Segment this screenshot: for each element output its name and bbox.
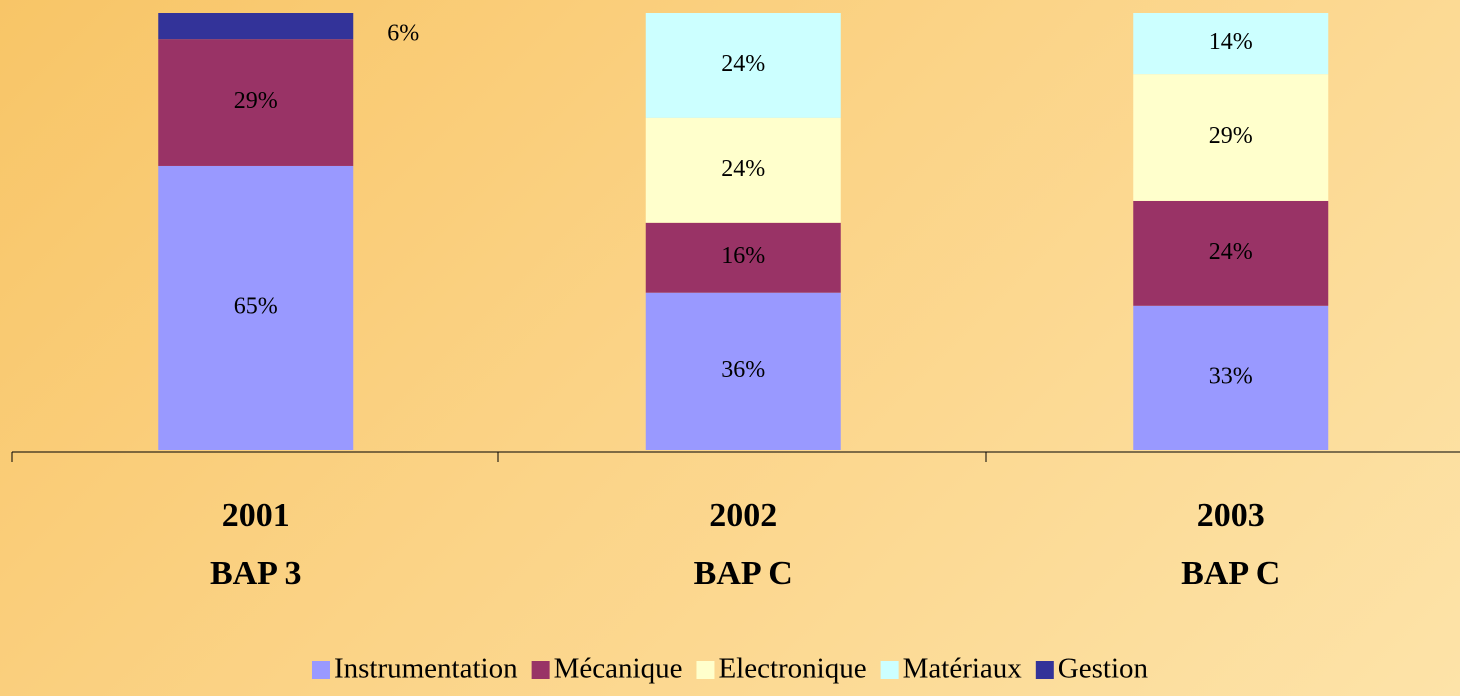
x-tick-label: 2001	[222, 497, 290, 534]
legend-swatch	[531, 661, 550, 679]
bar-segment	[158, 39, 354, 166]
legend-swatch	[1035, 661, 1054, 679]
data-label: 6%	[387, 21, 419, 47]
bar-segment	[1133, 74, 1329, 201]
legend-swatch	[880, 661, 899, 679]
data-label: 14%	[1209, 29, 1253, 55]
x-tick-label: BAP C	[1181, 555, 1280, 592]
bar-segment	[645, 292, 841, 450]
bar-segment	[158, 165, 354, 450]
data-label: 36%	[721, 357, 765, 383]
data-label: 29%	[234, 88, 278, 114]
data-label: 24%	[721, 156, 765, 182]
legend-label: Mécanique	[554, 653, 683, 685]
data-label: 65%	[234, 293, 278, 319]
legend-label: Matériaux	[903, 653, 1023, 685]
bar-segment	[645, 222, 841, 293]
bar-segment	[1133, 13, 1329, 75]
bar-segment	[1133, 200, 1329, 306]
data-label: 16%	[721, 243, 765, 269]
data-label: 29%	[1209, 123, 1253, 149]
x-tick-label: 2002	[709, 497, 777, 534]
legend-swatch	[696, 661, 715, 679]
bar-segment	[158, 13, 354, 40]
data-label: 33%	[1209, 363, 1253, 389]
x-tick-label: 2003	[1197, 497, 1265, 534]
bar-segment	[645, 13, 841, 118]
bar-segment	[1133, 305, 1329, 450]
legend-label: Electronique	[718, 653, 866, 685]
data-label: 24%	[1209, 239, 1253, 265]
x-tick-label: BAP C	[694, 555, 793, 592]
bar-segment	[645, 117, 841, 223]
legend-swatch	[311, 661, 330, 679]
data-label: 24%	[721, 51, 765, 77]
legend-label: Instrumentation	[334, 653, 518, 685]
x-tick-label: BAP 3	[210, 555, 302, 592]
legend-label: Gestion	[1058, 653, 1149, 685]
